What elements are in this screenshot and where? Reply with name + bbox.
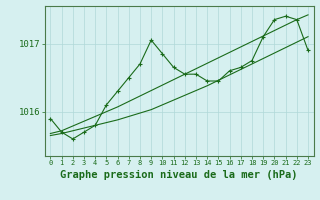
X-axis label: Graphe pression niveau de la mer (hPa): Graphe pression niveau de la mer (hPa) xyxy=(60,170,298,180)
